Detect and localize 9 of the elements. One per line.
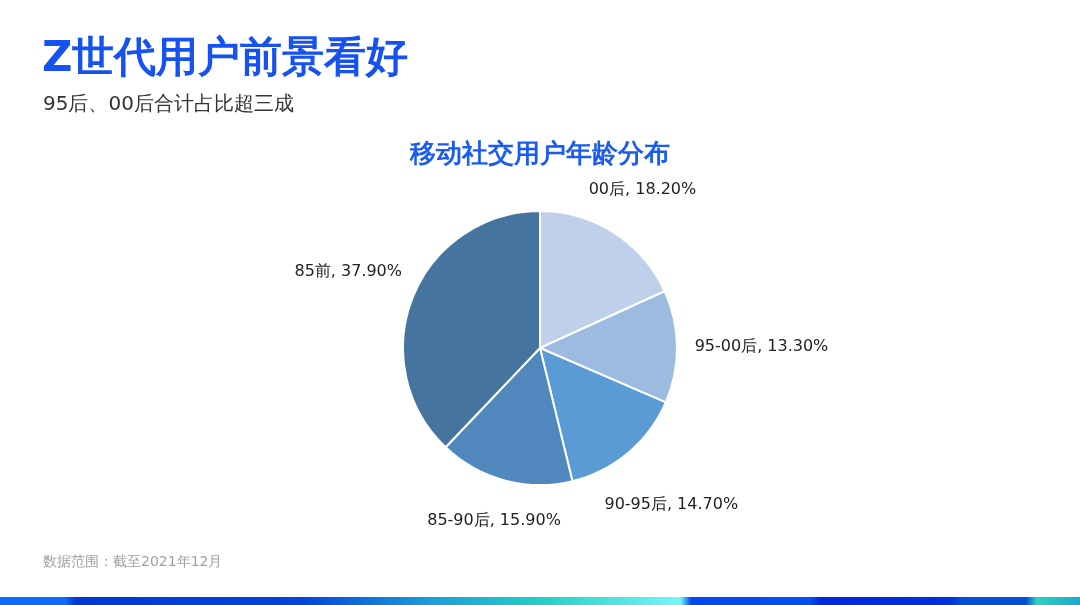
slice-label: 85-90后, 15.90% — [427, 510, 561, 530]
slice-label: 90-95后, 14.70% — [604, 493, 739, 513]
text: 移动社交用户年龄分布 — [410, 137, 670, 170]
slice-label: 95-00后, 13.30% — [694, 335, 829, 355]
chart-title: Z世代用户前景看好 — [42, 31, 409, 83]
text: 数据范围：截至2021年12月 — [43, 552, 223, 571]
chart-subtitle: 95后、00后合计占比超三成 — [43, 90, 294, 116]
slice-label: 00后, 18.20% — [588, 178, 697, 198]
slice-label: 85前, 37.90% — [294, 261, 402, 281]
